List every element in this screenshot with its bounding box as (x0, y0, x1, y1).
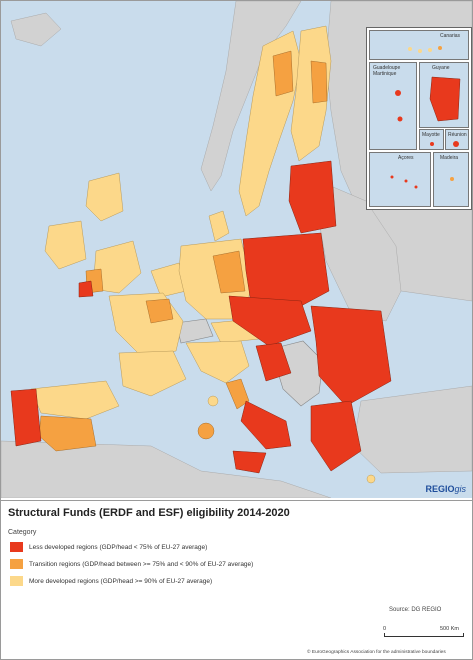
inset-guadeloupe-martinique: Guadeloupe Martinique (369, 62, 417, 150)
turkey-land (352, 385, 472, 474)
regiogis-logo: REGIOgis (425, 484, 466, 494)
scale-line (384, 636, 464, 637)
north-africa-land (1, 440, 332, 498)
scale-label-zero: 0 (383, 626, 387, 632)
inset-label-reunion: Réunion (448, 132, 467, 138)
canaria-island-1 (408, 47, 412, 51)
inset-guyane: Guyane (419, 62, 469, 128)
brand-suffix: gis (454, 484, 466, 494)
inset-acores: Açores (369, 152, 431, 207)
legend-item-less-developed: Less developed regions (GDP/head < 75% o… (10, 541, 207, 553)
baltics (288, 160, 337, 234)
poland (242, 232, 330, 307)
sweden-north (272, 50, 294, 97)
france-south (118, 350, 187, 397)
inset-label-mayotte: Mayotte (422, 132, 440, 138)
less-developed-regions (10, 160, 392, 474)
acores-island-2 (404, 179, 408, 183)
inset-label-guyane: Guyane (432, 65, 450, 71)
scale-label-end: 500 Km (440, 626, 459, 632)
scale-tick-end (463, 633, 464, 637)
czech-slovakia-hungary (228, 295, 312, 347)
scale-bar: 0 500 Km (383, 626, 464, 644)
west-wales (78, 280, 94, 298)
sardinia (197, 422, 215, 440)
croatia (255, 342, 292, 382)
reunion-shapes (453, 141, 459, 147)
canaria-island-4 (438, 46, 442, 50)
legend-divider (0, 500, 473, 501)
germany-east (212, 250, 246, 294)
guadeloupe-shape (395, 90, 401, 96)
mayotte-shape (430, 142, 434, 146)
legend-title: Structural Funds (ERDF and ESF) eligibil… (8, 507, 290, 519)
legend-category-header: Category (8, 529, 37, 536)
finland-east (310, 60, 328, 104)
outermost-regions-insets: Canarias Guadeloupe Martinique Guyane Ma… (366, 27, 472, 210)
cyprus (366, 474, 376, 484)
mayotte-shapes (430, 142, 434, 146)
inset-label-madeira: Madeira (440, 155, 459, 161)
france-transition (145, 298, 174, 324)
legend-swatch-less-developed (10, 542, 23, 552)
greece (310, 400, 362, 472)
denmark (208, 210, 230, 242)
spain-north (30, 380, 120, 420)
north-italy (185, 340, 250, 384)
inset-label-guadeloupe: Guadeloupe Martinique (373, 65, 401, 77)
copyright-note: © EuroGeographics Association for the ad… (307, 650, 446, 655)
italy-center (225, 378, 250, 410)
south-italy (240, 400, 292, 450)
inset-mayotte: Mayotte (419, 129, 444, 150)
scotland (85, 172, 124, 222)
portugal (10, 388, 42, 447)
madeira-shapes (450, 177, 454, 181)
legend-label-more-developed: More developed regions (GDP/head >= 90% … (29, 577, 213, 585)
brand-main: REGIO (425, 484, 455, 494)
france-north (108, 292, 184, 357)
guyane-shape (429, 76, 461, 122)
source-note: Source: DG REGIO (389, 607, 442, 613)
legend-swatch-transition (10, 559, 23, 569)
romania-bulgaria (310, 305, 392, 407)
norway-land (200, 1, 302, 192)
europe-map (1, 1, 472, 498)
sicily (232, 450, 267, 474)
inset-reunion: Réunion (445, 129, 469, 150)
acores-island-3 (414, 185, 418, 189)
canaria-island-3 (428, 48, 432, 52)
finland (290, 25, 332, 162)
guyane-shapes (429, 76, 461, 122)
reunion-shape (453, 141, 459, 147)
martinique-shape (397, 116, 403, 122)
corsica (207, 395, 219, 407)
canarias-shapes (408, 46, 442, 53)
inset-label-acores: Açores (398, 155, 414, 161)
acores-island-1 (390, 175, 394, 179)
legend-label-transition: Transition regions (GDP/head between >= … (29, 560, 254, 568)
legend-item-transition: Transition regions (GDP/head between >= … (10, 558, 253, 570)
inset-madeira: Madeira (433, 152, 469, 207)
madeira-shape (450, 177, 454, 181)
inset-label-canarias: Canarias (439, 33, 460, 39)
inset-canarias: Canarias (369, 30, 469, 60)
acores-shapes (390, 175, 418, 189)
legend-swatch-more-developed (10, 576, 23, 586)
legend-item-more-developed: More developed regions (GDP/head >= 90% … (10, 575, 212, 587)
ireland (44, 220, 87, 270)
iceland (10, 12, 62, 47)
antilles-shapes (395, 90, 403, 122)
canaria-island-2 (418, 49, 422, 53)
scale-tick-start (384, 633, 385, 637)
map-svg (1, 1, 472, 498)
legend-label-less-developed: Less developed regions (GDP/head < 75% o… (29, 543, 208, 551)
